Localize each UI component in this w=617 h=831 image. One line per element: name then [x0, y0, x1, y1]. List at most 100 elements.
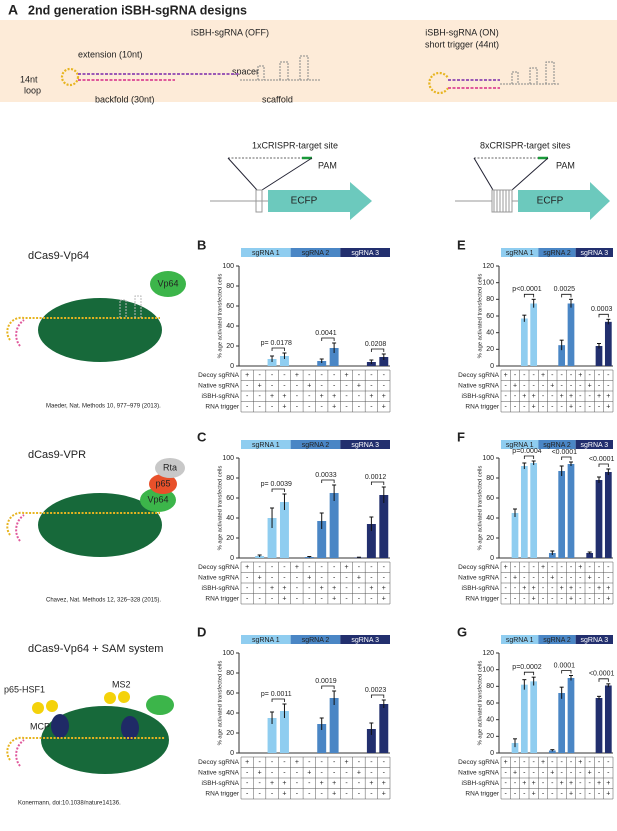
condition-mark: - — [607, 564, 610, 571]
condition-mark: + — [258, 383, 262, 390]
condition-mark: - — [271, 596, 274, 603]
condition-mark: - — [579, 770, 582, 777]
y-tick-label: 40 — [486, 717, 494, 724]
condition-mark: + — [282, 393, 286, 400]
y-tick-label: 100 — [222, 263, 234, 270]
condition-mark: + — [332, 780, 336, 787]
y-tick-label: 100 — [482, 455, 494, 462]
condition-mark: - — [383, 575, 386, 582]
condition-label: Native sgRNA — [198, 574, 239, 581]
condition-mark: - — [514, 564, 517, 571]
y-tick-label: 60 — [226, 495, 234, 502]
condition-mark: - — [321, 596, 324, 603]
bar — [558, 345, 566, 366]
condition-mark: + — [295, 372, 299, 379]
condition-mark: + — [550, 770, 554, 777]
y-tick-label: 40 — [226, 710, 234, 717]
legend-label: sgRNA 1 — [506, 250, 534, 257]
bar — [595, 346, 603, 366]
condition-mark: + — [541, 372, 545, 379]
condition-mark: + — [569, 791, 573, 798]
condition-mark: - — [370, 404, 373, 411]
condition-mark: + — [282, 596, 286, 603]
pam-label: PAM — [556, 160, 575, 170]
group-header — [290, 440, 341, 449]
condition-mark: - — [588, 372, 591, 379]
y-tick-label: 100 — [482, 280, 494, 287]
significance-bracket — [561, 670, 572, 674]
y-axis-label: % age activated transfected cells — [218, 274, 224, 359]
y-tick-label: 0 — [490, 363, 494, 370]
significance-bracket — [598, 678, 609, 682]
group-header — [575, 248, 613, 257]
significance-bracket — [523, 671, 535, 676]
condition-mark: - — [588, 404, 591, 411]
condition-mark: - — [308, 759, 311, 766]
condition-mark: + — [382, 596, 386, 603]
group-header — [340, 635, 390, 644]
condition-mark: - — [345, 404, 348, 411]
y-axis-label: % age activated transfected cells — [478, 274, 484, 359]
y-tick-label: 60 — [486, 495, 494, 502]
condition-mark: + — [369, 393, 373, 400]
condition-mark: - — [514, 791, 517, 798]
bar — [595, 480, 603, 558]
y-tick-label: 20 — [226, 535, 234, 542]
condition-mark: - — [271, 791, 274, 798]
bar — [279, 711, 289, 753]
y-tick-label: 20 — [226, 730, 234, 737]
significance-bracket — [321, 685, 335, 689]
legend-label: sgRNA 1 — [506, 442, 534, 449]
y-tick-label: 100 — [222, 650, 234, 657]
y-tick-label: 20 — [226, 343, 234, 350]
bar — [520, 466, 528, 558]
condition-mark: - — [308, 780, 311, 787]
condition-mark: - — [570, 372, 573, 379]
condition-mark: - — [542, 791, 545, 798]
condition-mark: - — [333, 372, 336, 379]
legend-label: sgRNA 3 — [581, 637, 609, 644]
y-axis-label: % age activated transfected cells — [478, 466, 484, 551]
condition-mark: - — [570, 383, 573, 390]
condition-mark: - — [271, 575, 274, 582]
condition-mark: - — [258, 404, 261, 411]
condition-mark: - — [560, 564, 563, 571]
p-value: p= 0.0178 — [261, 340, 292, 347]
p-value: <0.0001 — [552, 449, 578, 456]
condition-label: iSBH-sgRNA — [461, 780, 499, 787]
condition-mark: + — [569, 404, 573, 411]
significance-bracket — [523, 293, 535, 298]
legend-label: sgRNA 2 — [302, 442, 330, 449]
condition-mark: + — [578, 564, 582, 571]
condition-mark: - — [607, 770, 610, 777]
group-header — [501, 248, 539, 257]
y-tick-label: 0 — [230, 363, 234, 370]
condition-mark: - — [258, 393, 261, 400]
condition-label: iSBH-sgRNA — [461, 585, 499, 592]
condition-mark: - — [588, 564, 591, 571]
condition-mark: - — [258, 564, 261, 571]
system-illustrations — [6, 271, 186, 774]
condition-mark: - — [598, 791, 601, 798]
p-value: p= 0.0039 — [261, 481, 292, 488]
group-header — [241, 635, 291, 644]
y-tick-label: 60 — [486, 313, 494, 320]
condition-mark: - — [283, 759, 286, 766]
panel-label: B — [197, 237, 206, 252]
group-header — [241, 440, 291, 449]
condition-label: Native sgRNA — [458, 769, 499, 776]
condition-mark: - — [514, 372, 517, 379]
condition-mark: + — [504, 759, 508, 766]
bar — [267, 718, 277, 753]
condition-mark: + — [522, 393, 526, 400]
system-name: dCas9-Vp64 + SAM system — [28, 643, 163, 655]
condition-mark: - — [532, 564, 535, 571]
condition-mark: - — [598, 770, 601, 777]
bar — [586, 553, 594, 558]
condition-mark: + — [606, 404, 610, 411]
condition-mark: + — [522, 780, 526, 787]
condition-mark: - — [358, 393, 361, 400]
legend-label: sgRNA 2 — [543, 250, 571, 257]
reporter-1 — [210, 156, 372, 220]
condition-mark: - — [514, 780, 517, 787]
